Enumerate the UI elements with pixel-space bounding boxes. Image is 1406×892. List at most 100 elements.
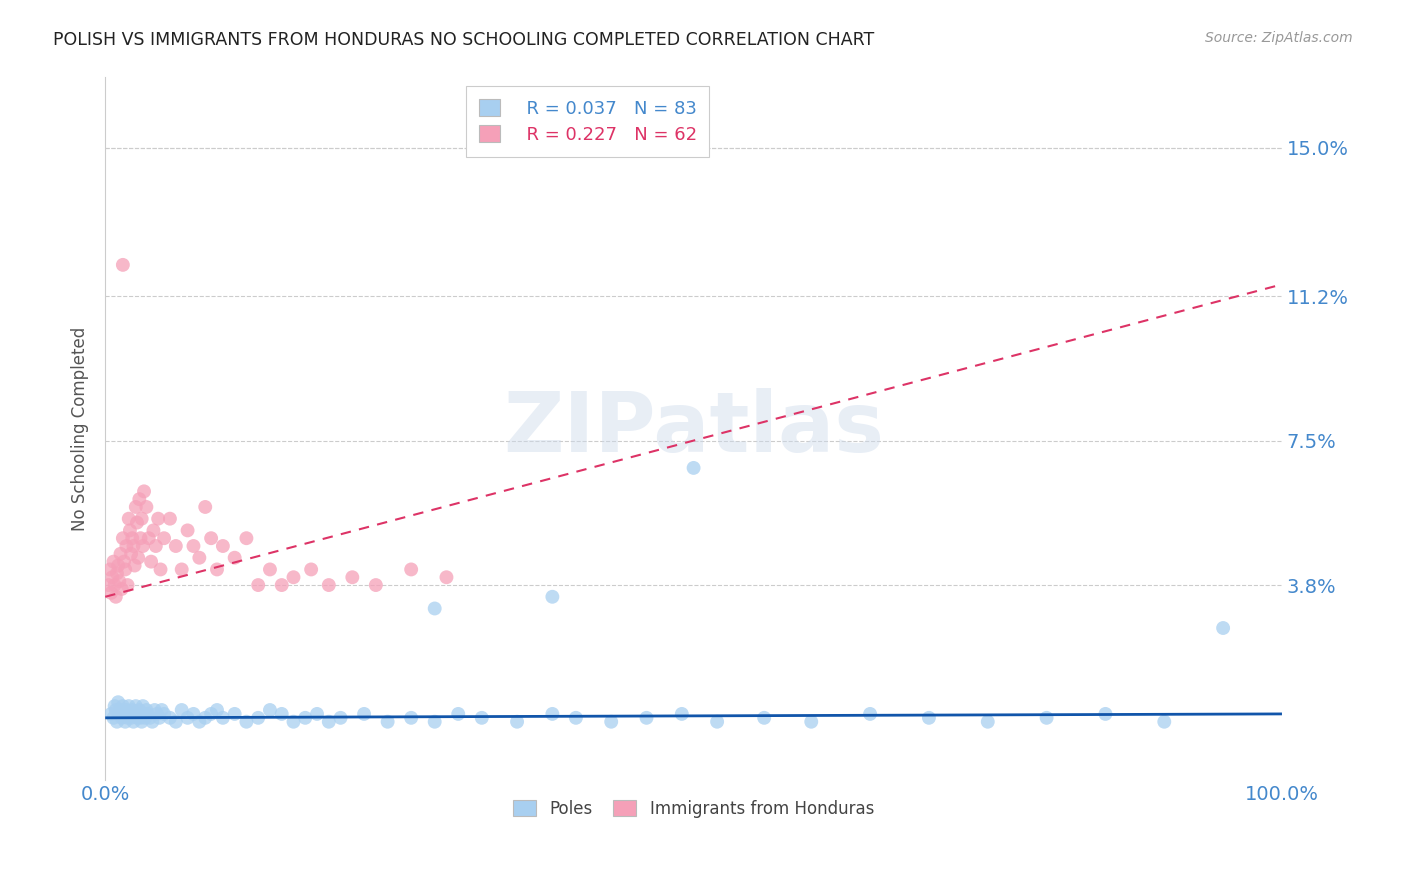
- Point: [121, 703, 143, 717]
- Point: [170, 703, 193, 717]
- Point: [299, 562, 322, 576]
- Point: [447, 706, 470, 721]
- Point: [283, 714, 305, 729]
- Point: [194, 711, 217, 725]
- Point: [682, 461, 704, 475]
- Point: [1035, 711, 1057, 725]
- Point: [200, 706, 222, 721]
- Point: [132, 699, 155, 714]
- Point: [671, 706, 693, 721]
- Point: [128, 492, 150, 507]
- Point: [132, 484, 155, 499]
- Point: [176, 524, 198, 538]
- Point: [600, 714, 623, 729]
- Point: [224, 550, 246, 565]
- Point: [176, 711, 198, 725]
- Point: [136, 706, 159, 721]
- Point: [188, 550, 211, 565]
- Point: [859, 706, 882, 721]
- Y-axis label: No Schooling Completed: No Schooling Completed: [72, 326, 89, 531]
- Point: [107, 558, 129, 573]
- Point: [135, 500, 157, 514]
- Point: [188, 714, 211, 729]
- Point: [105, 566, 128, 581]
- Point: [104, 703, 127, 717]
- Point: [120, 711, 142, 725]
- Point: [121, 531, 143, 545]
- Point: [153, 531, 176, 545]
- Point: [235, 531, 257, 545]
- Point: [104, 578, 127, 592]
- Point: [103, 711, 125, 725]
- Point: [977, 714, 1000, 729]
- Text: ZIPatlas: ZIPatlas: [503, 388, 884, 469]
- Point: [270, 578, 292, 592]
- Text: POLISH VS IMMIGRANTS FROM HONDURAS NO SCHOOLING COMPLETED CORRELATION CHART: POLISH VS IMMIGRANTS FROM HONDURAS NO SC…: [53, 31, 875, 49]
- Point: [353, 706, 375, 721]
- Point: [111, 699, 134, 714]
- Point: [103, 555, 125, 569]
- Point: [754, 711, 776, 725]
- Point: [259, 562, 281, 576]
- Point: [706, 714, 728, 729]
- Point: [342, 570, 364, 584]
- Point: [148, 711, 170, 725]
- Point: [111, 711, 134, 725]
- Point: [100, 586, 122, 600]
- Point: [141, 714, 163, 729]
- Point: [283, 570, 305, 584]
- Point: [471, 711, 494, 725]
- Point: [138, 531, 160, 545]
- Point: [541, 590, 564, 604]
- Point: [205, 562, 228, 576]
- Point: [97, 578, 120, 592]
- Point: [200, 531, 222, 545]
- Point: [170, 562, 193, 576]
- Point: [212, 711, 235, 725]
- Point: [270, 706, 292, 721]
- Point: [134, 711, 156, 725]
- Point: [235, 714, 257, 729]
- Point: [224, 706, 246, 721]
- Point: [399, 562, 422, 576]
- Point: [318, 714, 340, 729]
- Point: [114, 562, 136, 576]
- Point: [143, 703, 166, 717]
- Point: [800, 714, 823, 729]
- Point: [165, 714, 187, 729]
- Point: [108, 706, 131, 721]
- Point: [135, 703, 157, 717]
- Point: [117, 578, 139, 592]
- Point: [399, 711, 422, 725]
- Point: [183, 706, 205, 721]
- Point: [364, 578, 387, 592]
- Point: [1153, 714, 1175, 729]
- Point: [259, 703, 281, 717]
- Point: [149, 562, 172, 576]
- Point: [107, 695, 129, 709]
- Point: [118, 524, 141, 538]
- Point: [305, 706, 328, 721]
- Point: [565, 711, 588, 725]
- Point: [145, 539, 167, 553]
- Point: [112, 706, 135, 721]
- Point: [165, 539, 187, 553]
- Point: [436, 570, 458, 584]
- Point: [98, 562, 121, 576]
- Point: [132, 539, 155, 553]
- Point: [131, 714, 153, 729]
- Point: [183, 539, 205, 553]
- Point: [110, 547, 132, 561]
- Point: [294, 711, 316, 725]
- Point: [112, 555, 135, 569]
- Point: [377, 714, 399, 729]
- Point: [115, 703, 138, 717]
- Point: [104, 699, 127, 714]
- Point: [1212, 621, 1234, 635]
- Point: [125, 516, 148, 530]
- Point: [212, 539, 235, 553]
- Point: [104, 590, 127, 604]
- Point: [247, 578, 270, 592]
- Point: [110, 703, 132, 717]
- Point: [114, 714, 136, 729]
